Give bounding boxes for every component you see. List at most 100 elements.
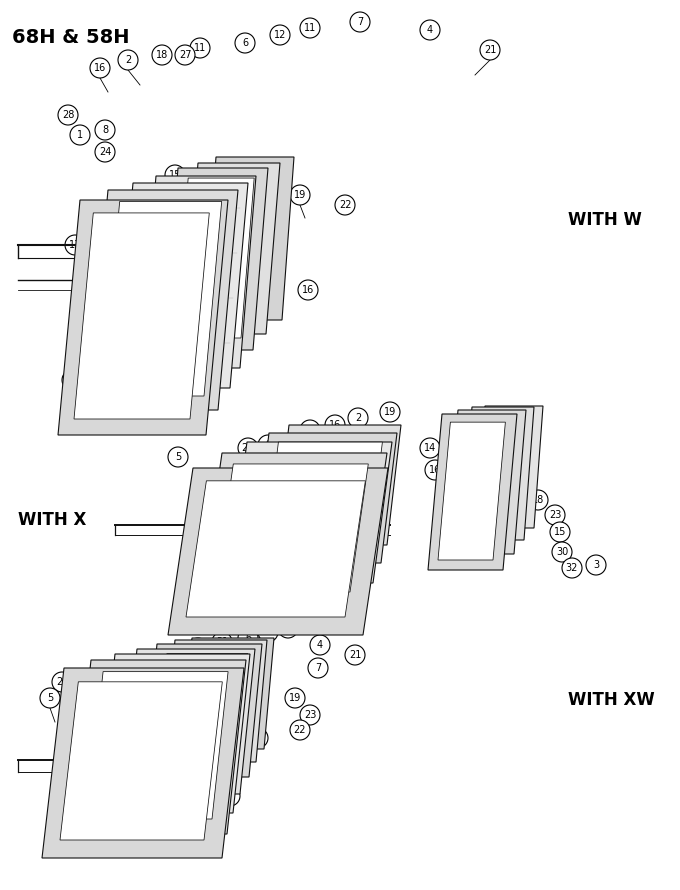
Polygon shape [182,638,274,749]
Text: 5: 5 [175,452,181,462]
Text: 10: 10 [159,260,171,270]
Text: 28: 28 [62,110,74,120]
Circle shape [58,105,78,125]
Text: 6: 6 [245,633,251,643]
Text: 16: 16 [429,465,441,475]
Circle shape [188,638,208,658]
Circle shape [238,628,258,648]
Text: 14: 14 [179,780,191,790]
Text: 31: 31 [304,425,316,435]
Text: 12: 12 [282,623,294,633]
Circle shape [248,728,268,748]
Circle shape [290,185,310,205]
Circle shape [528,490,548,510]
Circle shape [52,672,72,692]
Circle shape [212,632,232,652]
Polygon shape [184,163,280,334]
Polygon shape [144,644,262,777]
Text: 16: 16 [302,285,314,295]
Circle shape [190,38,210,58]
Text: 7: 7 [357,17,363,27]
Text: 2: 2 [455,457,461,467]
Circle shape [490,453,510,473]
Text: 13: 13 [319,533,331,543]
Circle shape [238,438,258,458]
Text: 5: 5 [47,693,53,703]
Circle shape [258,622,278,642]
Circle shape [125,270,145,290]
Polygon shape [200,453,387,607]
Circle shape [300,705,320,725]
Circle shape [118,50,138,70]
Circle shape [480,40,500,60]
Text: 13: 13 [76,803,88,813]
Circle shape [315,528,335,548]
Text: 19: 19 [384,407,396,417]
Text: 11: 11 [262,627,274,637]
Text: 18: 18 [532,495,544,505]
Text: 14: 14 [424,443,436,453]
Circle shape [70,125,90,145]
Circle shape [230,642,250,662]
Polygon shape [476,406,543,528]
Text: 2: 2 [172,650,178,660]
Text: WITH X: WITH X [18,511,86,529]
Text: 15: 15 [119,660,131,670]
Text: 21: 21 [349,650,361,660]
Circle shape [90,58,110,78]
Text: 6: 6 [242,38,248,48]
Circle shape [168,758,188,778]
Circle shape [298,280,318,300]
Text: 30: 30 [232,275,244,285]
Text: 2: 2 [125,55,131,65]
Polygon shape [228,442,392,583]
Circle shape [586,555,606,575]
Text: 9: 9 [109,670,115,680]
Text: 3: 3 [227,791,233,801]
Circle shape [165,645,185,665]
Circle shape [278,618,298,638]
Polygon shape [265,442,382,551]
Text: 9: 9 [265,440,271,450]
Circle shape [220,786,240,806]
Text: 3: 3 [593,560,599,570]
Text: 26: 26 [239,250,251,260]
Text: 18: 18 [192,643,204,653]
Circle shape [380,402,400,422]
Text: 16: 16 [146,655,158,665]
Text: 16: 16 [329,420,341,430]
Polygon shape [115,183,248,388]
Circle shape [228,270,248,290]
Text: 32: 32 [204,785,216,795]
Text: 3: 3 [237,647,243,657]
Circle shape [62,370,82,390]
Polygon shape [72,660,246,834]
Circle shape [335,195,355,215]
Polygon shape [175,178,254,338]
Circle shape [420,20,440,40]
Text: 20: 20 [142,385,154,395]
Circle shape [468,445,488,465]
Polygon shape [168,468,388,635]
Circle shape [258,435,278,455]
Circle shape [200,780,220,800]
Polygon shape [428,414,517,570]
Text: 11: 11 [194,43,206,53]
Circle shape [550,522,570,542]
Circle shape [175,775,195,795]
Text: 26: 26 [456,447,469,457]
Circle shape [210,190,230,210]
Text: 33: 33 [129,275,141,285]
Text: 12: 12 [274,30,286,40]
Polygon shape [58,200,228,435]
Circle shape [452,442,472,462]
Text: 24: 24 [99,147,112,157]
Circle shape [552,542,572,562]
Circle shape [348,408,368,428]
Text: 8: 8 [255,733,261,743]
Polygon shape [88,190,238,410]
Polygon shape [163,168,268,350]
Text: 30: 30 [556,547,568,557]
Polygon shape [122,649,255,794]
Circle shape [152,45,172,65]
